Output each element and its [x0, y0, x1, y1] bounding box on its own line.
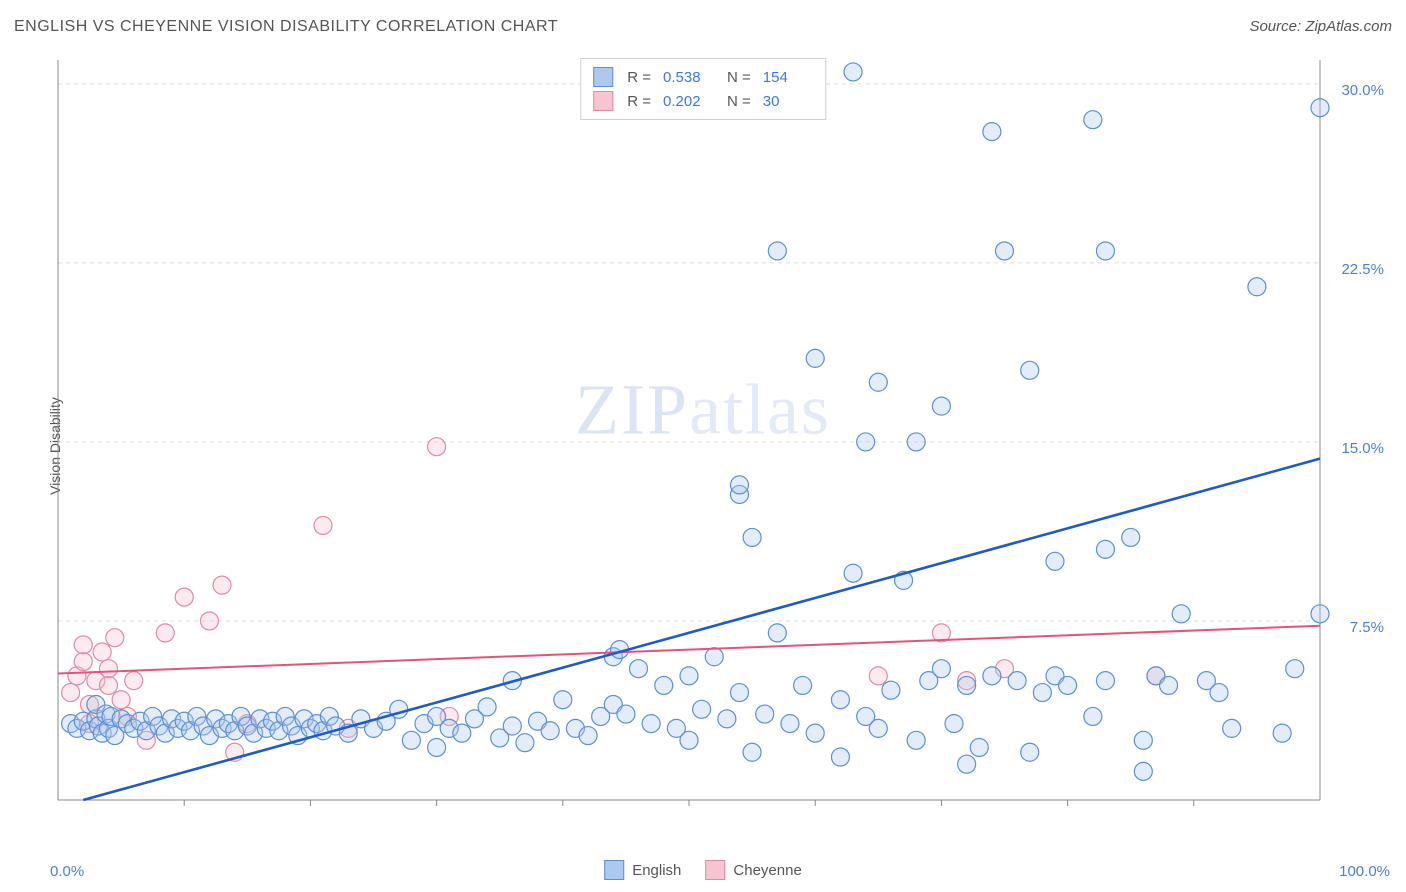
r-label: R = — [627, 69, 651, 86]
legend-row-cheyenne: R = 0.202 N = 30 — [593, 89, 813, 113]
legend-row-english: R = 0.538 N = 154 — [593, 65, 813, 89]
x-min-label: 0.0% — [50, 863, 84, 880]
swatch-cheyenne — [593, 91, 613, 111]
x-axis-labels: 0.0% 100.0% — [50, 863, 1390, 880]
n-label: N = — [727, 69, 751, 86]
chart-container: ENGLISH VS CHEYENNE VISION DISABILITY CO… — [0, 0, 1406, 892]
y-tick-label: 15.0% — [1341, 440, 1384, 457]
swatch-english — [593, 67, 613, 87]
y-tick-label: 30.0% — [1341, 82, 1384, 99]
y-tick-label: 22.5% — [1341, 261, 1384, 278]
r-value-cheyenne: 0.202 — [663, 93, 713, 110]
x-max-label: 100.0% — [1339, 863, 1390, 880]
r-value-english: 0.538 — [663, 69, 713, 86]
y-tick-label: 7.5% — [1350, 619, 1384, 636]
source-attribution: Source: ZipAtlas.com — [1249, 18, 1392, 35]
n-value-english: 154 — [763, 69, 813, 86]
n-label: N = — [727, 93, 751, 110]
chart-title: ENGLISH VS CHEYENNE VISION DISABILITY CO… — [14, 18, 558, 36]
correlation-legend: R = 0.538 N = 154 R = 0.202 N = 30 — [580, 58, 826, 120]
n-value-cheyenne: 30 — [763, 93, 813, 110]
r-label: R = — [627, 93, 651, 110]
scatter-chart — [50, 50, 1390, 840]
